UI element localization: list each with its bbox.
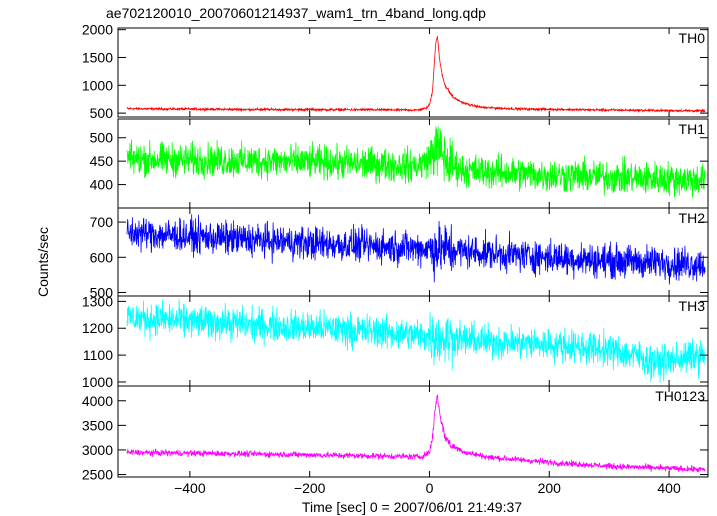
y-tick-label: 500 bbox=[90, 284, 114, 300]
y-tick-label: 450 bbox=[90, 153, 114, 169]
x-tick-label: 0 bbox=[426, 480, 434, 496]
y-tick-label: 2000 bbox=[82, 22, 113, 38]
y-tick-label: 2500 bbox=[82, 467, 113, 483]
panel-name-label: TH2 bbox=[679, 210, 706, 226]
y-tick-label: 1300 bbox=[82, 293, 113, 309]
panel-name-label: TH1 bbox=[679, 121, 706, 137]
x-axis-label: Time [sec] 0 = 2007/06/01 21:49:37 bbox=[302, 499, 522, 515]
chart-title: ae702120010_20070601214937_wam1_trn_4ban… bbox=[106, 5, 486, 21]
x-tick-label: 200 bbox=[538, 480, 562, 496]
y-tick-label: 1500 bbox=[82, 49, 113, 65]
panel-th0: 500 1000 1500 2000 TH0 bbox=[82, 22, 709, 121]
panel-th2: 500 600 700 TH2 bbox=[90, 207, 709, 300]
y-tick-label: 1000 bbox=[82, 77, 113, 93]
y-tick-label: 500 bbox=[90, 130, 114, 146]
x-tick-label: 400 bbox=[657, 480, 681, 496]
series-line-th0 bbox=[126, 36, 706, 114]
x-tick-label: −200 bbox=[294, 480, 326, 496]
y-tick-label: 400 bbox=[90, 177, 114, 193]
panel-frame bbox=[117, 385, 709, 478]
y-tick-label: 3500 bbox=[82, 417, 113, 433]
y-tick-label: 1200 bbox=[82, 320, 113, 336]
y-tick-label: 4000 bbox=[82, 393, 113, 409]
panel-name-label: TH0 bbox=[679, 30, 706, 46]
y-tick-label: 600 bbox=[90, 249, 114, 265]
panel-th1: 400 450 500 TH1 bbox=[90, 118, 709, 209]
panel-frame bbox=[117, 27, 709, 118]
y-tick-label: 700 bbox=[90, 214, 114, 230]
y-axis-label: Counts/sec bbox=[35, 227, 51, 297]
y-tick-label: 1000 bbox=[82, 374, 113, 390]
y-tick-label: 3000 bbox=[82, 442, 113, 458]
series-line-th0123 bbox=[126, 394, 706, 473]
y-tick-label: 1100 bbox=[83, 347, 113, 363]
series-line-th3 bbox=[126, 298, 706, 383]
panel-th3: 1000 1100 1200 1300 TH3 bbox=[82, 293, 709, 390]
x-tick-label: −400 bbox=[174, 480, 206, 496]
panel-th0123: 2500 3000 3500 4000 TH0123 bbox=[82, 385, 709, 483]
panel-name-label: TH0123 bbox=[655, 388, 705, 404]
y-tick-label: 500 bbox=[90, 105, 114, 121]
series-line-th2 bbox=[126, 214, 706, 285]
series-line-th1 bbox=[126, 126, 706, 198]
panel-name-label: TH3 bbox=[679, 298, 706, 314]
